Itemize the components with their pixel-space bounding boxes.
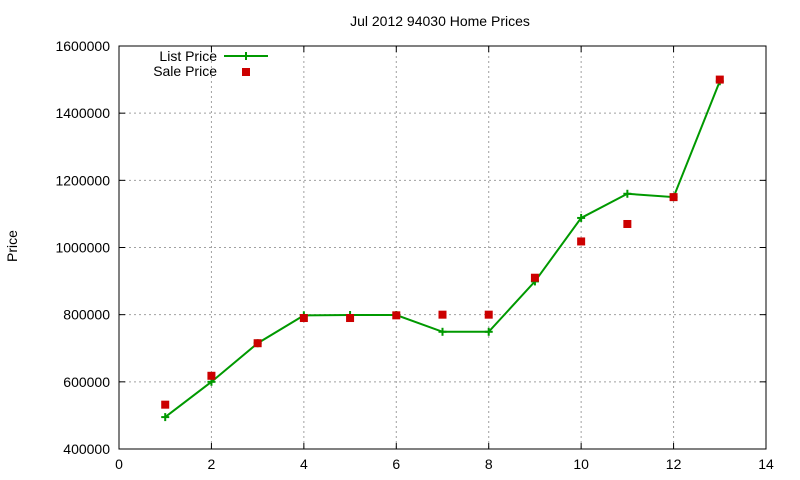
y-tick-label: 800000 (63, 307, 110, 323)
sale-price-point (161, 400, 170, 409)
plot-data (161, 75, 724, 422)
sale-price-point (669, 193, 678, 202)
x-tick-label: 6 (392, 456, 400, 472)
sale-price-point (484, 310, 493, 319)
list-price-point (161, 413, 170, 422)
list-price-point (577, 213, 586, 222)
y-axis-label: Price (4, 230, 20, 262)
axes: 0 2 4 6 8 10 12 14 400000 600000 800000 1000000 1200… (55, 38, 774, 472)
y-tick-label: 1000000 (55, 240, 110, 256)
y-tick-label: 600000 (63, 374, 110, 390)
x-tick-label: 8 (485, 456, 493, 472)
y-tick-label: 1600000 (55, 38, 110, 54)
y-tick-label: 1200000 (55, 172, 110, 188)
x-tick-label: 4 (300, 456, 308, 472)
sale-price-point (623, 219, 632, 228)
y-tick-label: 1400000 (55, 105, 110, 121)
sale-price-point (207, 371, 216, 380)
sale-price-point (530, 273, 539, 282)
sale-price-point (299, 314, 308, 323)
x-tick-label: 14 (758, 456, 774, 472)
sale-price-point (438, 310, 447, 319)
sale-price-point (253, 339, 262, 348)
legend-label-list-price: List Price (159, 48, 217, 64)
legend-marker-sale-price (242, 68, 250, 76)
list-price-point (438, 327, 447, 336)
sale-price-point (715, 75, 724, 84)
sale-price-point (346, 314, 355, 323)
sale-price-point (577, 237, 586, 246)
list-price-point (484, 327, 493, 336)
legend-label-sale-price: Sale Price (153, 63, 217, 79)
x-tick-label: 0 (115, 456, 123, 472)
x-tick-label: 2 (208, 456, 216, 472)
list-price-point (623, 189, 632, 198)
x-tick-label: 10 (573, 456, 589, 472)
x-tick-label: 12 (666, 456, 682, 472)
chart-title: Jul 2012 94030 Home Prices (350, 13, 530, 29)
sale-price-point (392, 311, 401, 320)
y-tick-label: 400000 (63, 441, 110, 457)
